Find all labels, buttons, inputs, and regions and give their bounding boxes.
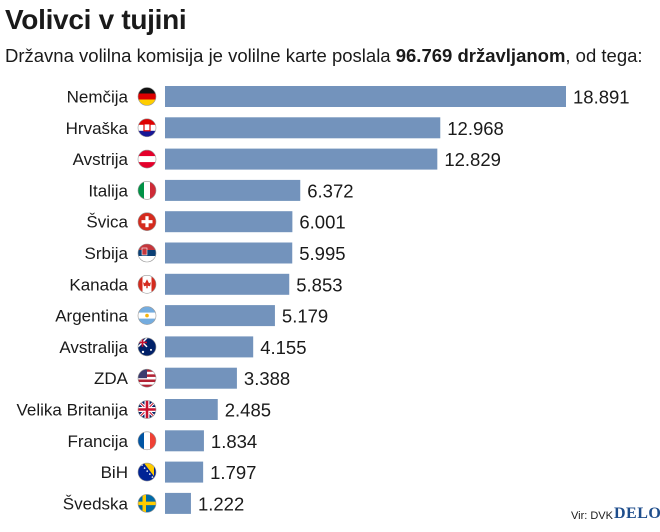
category-label: Kanada: [69, 275, 128, 294]
value-label: 5.853: [296, 274, 342, 295]
delo-logo: DELO: [614, 505, 660, 522]
usa-flag-icon: [137, 368, 157, 388]
serbia-flag-icon: [137, 243, 157, 263]
uk-flag-icon: [137, 400, 157, 419]
germany-flag-icon: [137, 87, 157, 106]
category-label: Avstrija: [73, 150, 129, 169]
bih-flag-icon: [137, 462, 157, 482]
bar: [165, 148, 438, 170]
category-label: Nemčija: [67, 88, 129, 107]
bar: [165, 430, 204, 452]
value-label: 5.179: [282, 306, 328, 327]
canada-flag-icon: [137, 274, 157, 294]
category-label: Francija: [68, 432, 129, 451]
category-label: Švedska: [63, 494, 129, 513]
subtitle-total-voters: 96.769 državljanom: [395, 45, 566, 66]
austria-flag-icon: [137, 149, 157, 169]
value-label: 3.388: [244, 368, 290, 389]
value-label: 4.155: [260, 337, 306, 358]
category-label: Srbija: [85, 244, 129, 263]
value-label: 1.834: [211, 431, 257, 452]
bar: [165, 242, 293, 264]
bar: [165, 367, 237, 389]
bar: [165, 273, 290, 295]
value-label: 12.829: [444, 149, 501, 170]
value-label: 12.968: [447, 118, 504, 139]
bar: [165, 117, 441, 139]
bar: [165, 179, 301, 201]
category-label: Avstralija: [59, 338, 128, 357]
source-note: Vir: DVK: [571, 510, 613, 522]
bar: [165, 86, 566, 107]
bar: [165, 305, 275, 327]
croatia-flag-icon: [137, 118, 157, 138]
france-flag-icon: [137, 431, 157, 451]
category-label: Velika Britanija: [16, 401, 128, 420]
value-label: 5.995: [299, 243, 345, 264]
subtitle-text-end: , od tega:: [565, 45, 643, 66]
category-label: ZDA: [94, 369, 129, 388]
value-label: 18.891: [573, 87, 630, 108]
bar: [165, 336, 254, 358]
value-label: 6.372: [307, 180, 353, 201]
argentina-flag-icon: [137, 306, 157, 325]
bar: [165, 211, 293, 233]
category-label: Argentina: [55, 307, 128, 326]
bar: [165, 492, 191, 514]
category-label: Italija: [88, 181, 128, 200]
bar: [165, 461, 204, 483]
category-label: Švica: [86, 213, 128, 232]
category-label: Hrvaška: [66, 119, 129, 138]
value-label: 1.797: [210, 462, 256, 483]
sweden-flag-icon: [137, 494, 157, 513]
value-label: 2.485: [225, 400, 271, 421]
bar: [165, 399, 218, 420]
italy-flag-icon: [137, 181, 157, 200]
value-label: 1.222: [198, 493, 244, 514]
category-label: BiH: [101, 463, 128, 482]
subtitle-text-start: Državna volilna komisija je volilne kart…: [5, 45, 396, 66]
switzerland-flag-icon: [137, 212, 157, 231]
value-label: 6.001: [299, 212, 345, 233]
chart-title: Volivci v tujini: [5, 4, 187, 35]
australia-flag-icon: [137, 337, 157, 357]
chart-subtitle: Državna volilna komisija je volilne kart…: [5, 45, 643, 67]
